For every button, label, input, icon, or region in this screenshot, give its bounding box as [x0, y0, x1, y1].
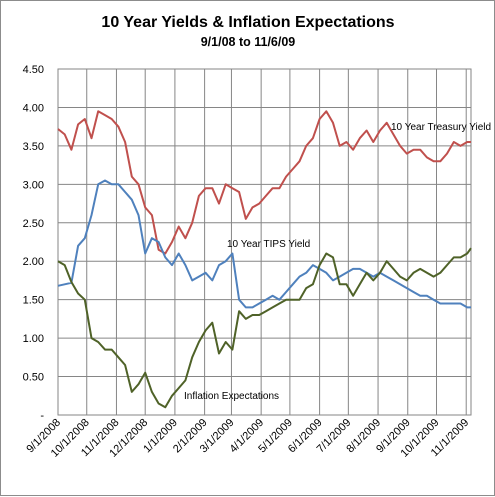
- chart-subtitle: 9/1/08 to 11/6/09: [201, 35, 296, 49]
- chart-title: 10 Year Yields & Inflation Expectations: [101, 14, 394, 31]
- annotation-tips: 10 Year TIPS Yield: [227, 239, 310, 250]
- plot-area: -0.501.001.502.002.503.003.504.004.509/1…: [23, 64, 492, 460]
- y-tick-label: 2.00: [23, 256, 44, 268]
- y-tick-label: 0.50: [23, 372, 44, 384]
- series-line-0: [57, 110, 471, 255]
- y-tick-label: 4.50: [23, 64, 44, 76]
- y-tick-label: 1.00: [23, 333, 44, 345]
- y-tick-label: -: [40, 410, 44, 422]
- annotation-treasury: 10 Year Treasury Yield: [391, 122, 491, 133]
- y-tick-label: 3.50: [23, 141, 44, 153]
- y-tick-label: 1.50: [23, 295, 44, 307]
- annotation-inflation: Inflation Expectations: [184, 391, 279, 402]
- y-tick-label: 2.50: [23, 218, 44, 230]
- series-line-2: [57, 247, 472, 409]
- series-line-1: [57, 179, 471, 309]
- y-tick-label: 4.00: [23, 102, 44, 114]
- y-tick-label: 3.00: [23, 179, 44, 191]
